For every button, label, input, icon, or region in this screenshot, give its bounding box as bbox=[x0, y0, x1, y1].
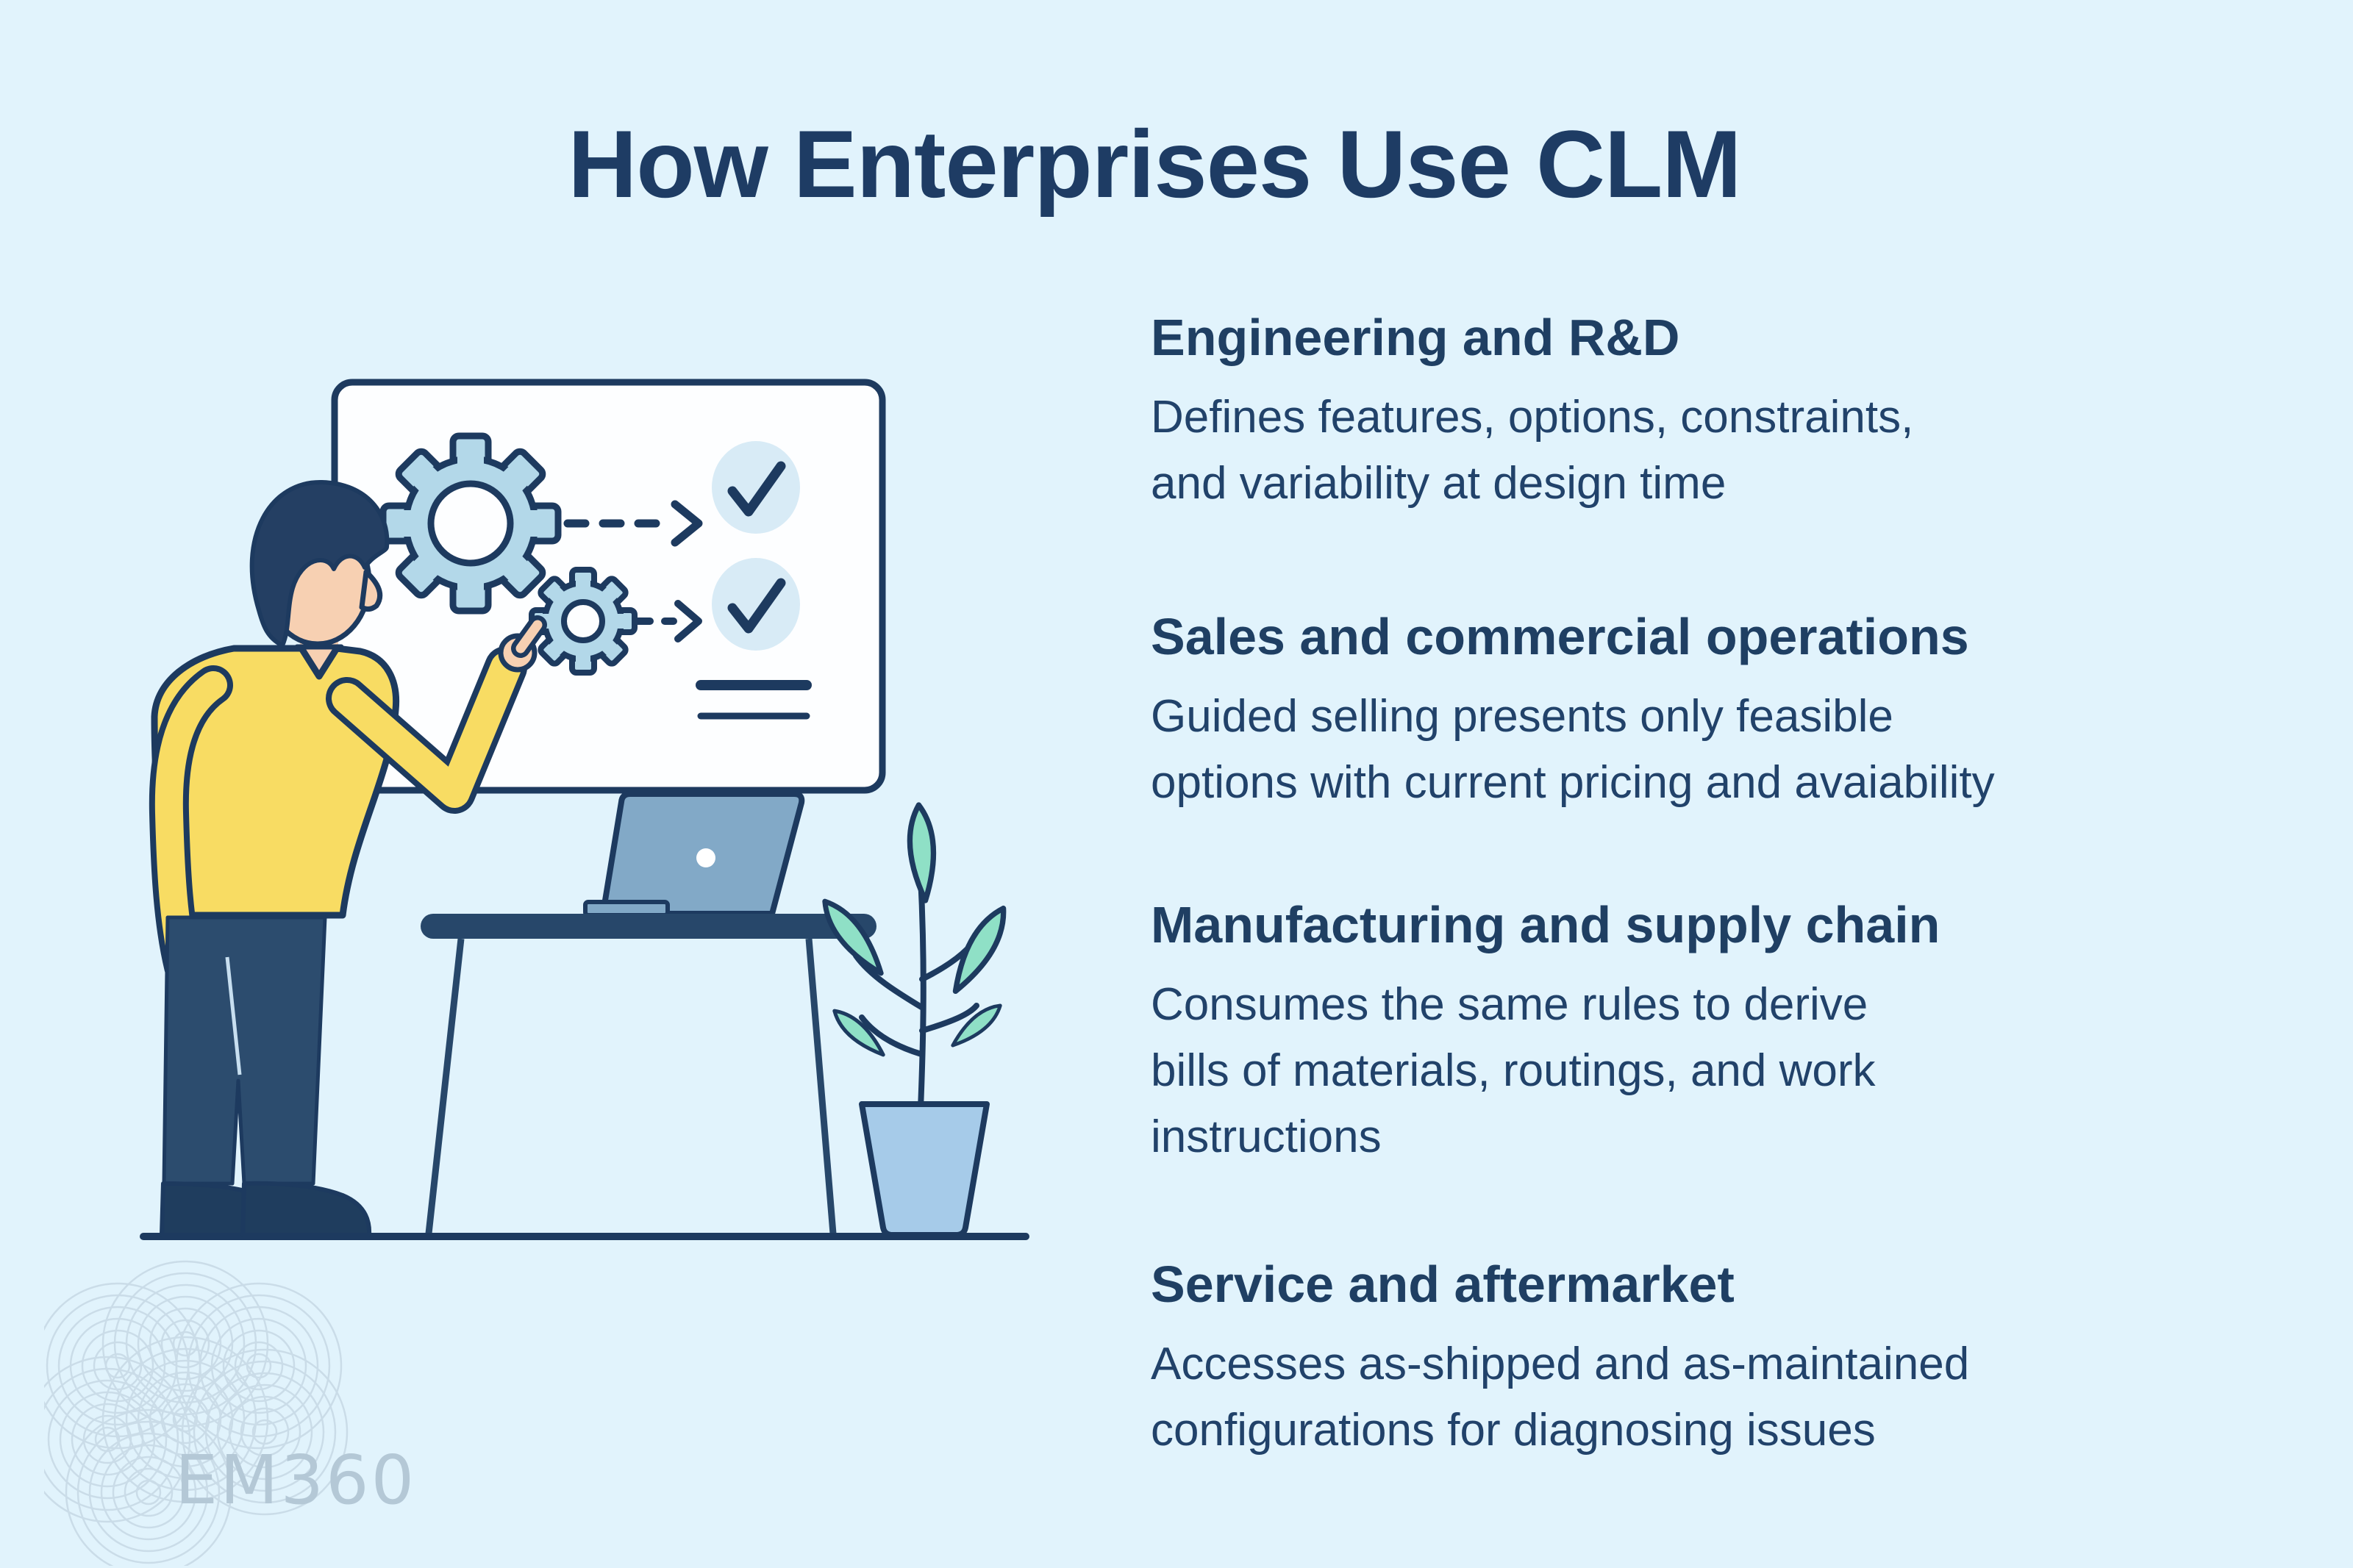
section-body: Consumes the same rules to derive bills … bbox=[1151, 972, 2327, 1170]
desk bbox=[421, 791, 876, 1234]
section-engineering: Engineering and R&D Defines features, op… bbox=[1151, 305, 2327, 517]
section-heading: Engineering and R&D bbox=[1151, 309, 1680, 366]
checkmark-icon bbox=[712, 441, 800, 651]
em360-logo: EM360 bbox=[44, 1260, 416, 1566]
logo-swirl-icon bbox=[44, 1260, 349, 1566]
section-service: Service and aftermarket Accesses as-ship… bbox=[1151, 1252, 2327, 1464]
body-line: bills of materials, routings, and work bbox=[1151, 1045, 1876, 1096]
whiteboard-icon bbox=[331, 379, 886, 794]
board-text-lines bbox=[696, 680, 812, 720]
body-line: configurations for diagnosing issues bbox=[1151, 1405, 1876, 1456]
laptop-icon bbox=[583, 791, 805, 917]
body-line: Guided selling presents only feasible bbox=[1151, 691, 1893, 742]
body-line: options with current pricing and avaiabi… bbox=[1151, 757, 1995, 808]
logo-text: EM360 bbox=[175, 1441, 416, 1519]
section-body: Accesses as-shipped and as-maintained co… bbox=[1151, 1331, 2327, 1464]
presenter-person bbox=[149, 479, 547, 1237]
page-title: How Enterprises Use CLM bbox=[568, 110, 1741, 218]
section-body: Defines features, options, constraints, … bbox=[1151, 384, 2327, 517]
section-heading: Service and aftermarket bbox=[1151, 1256, 1735, 1313]
body-line: instructions bbox=[1151, 1111, 1382, 1162]
body-line: Accesses as-shipped and as-maintained bbox=[1151, 1339, 1970, 1389]
plant-icon bbox=[822, 802, 1007, 1238]
dashed-arrow-icon bbox=[563, 500, 703, 642]
section-body: Guided selling presents only feasible op… bbox=[1151, 684, 2327, 816]
section-sales: Sales and commercial operations Guided s… bbox=[1151, 604, 2327, 816]
gear-icon bbox=[379, 432, 562, 615]
section-heading: Sales and commercial operations bbox=[1151, 608, 1969, 665]
body-line: Defines features, options, constraints, bbox=[1151, 392, 1914, 443]
small-gear-icon bbox=[529, 567, 638, 676]
body-line: Consumes the same rules to derive bbox=[1151, 979, 1868, 1030]
presentation-illustration bbox=[140, 379, 1029, 1240]
body-line: and variability at design time bbox=[1151, 458, 1727, 509]
section-manufacturing: Manufacturing and supply chain Consumes … bbox=[1151, 892, 2327, 1170]
section-heading: Manufacturing and supply chain bbox=[1151, 896, 1940, 953]
